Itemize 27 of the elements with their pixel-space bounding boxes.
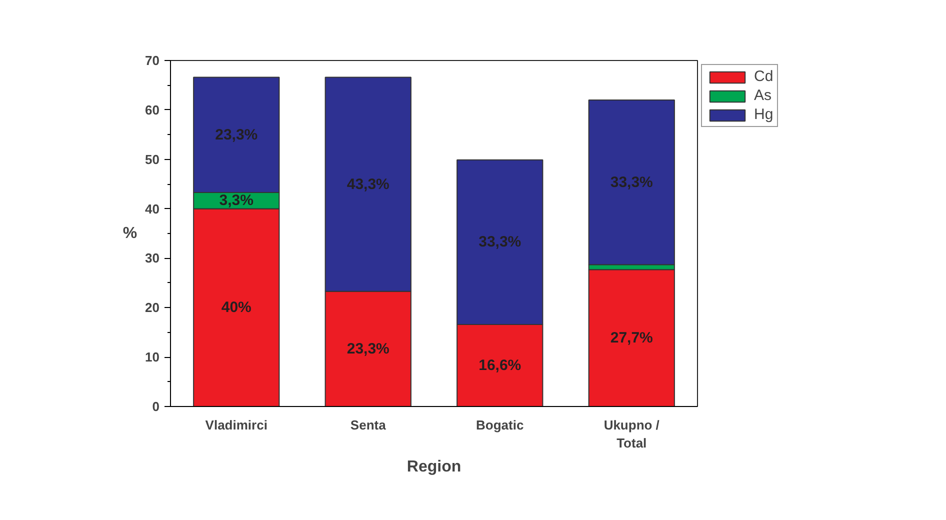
x-tick-label: Vladimirci	[205, 418, 268, 432]
y-tick-label: 10	[145, 350, 160, 365]
y-tick-label: 30	[145, 250, 160, 266]
y-tick-label: 20	[145, 300, 160, 316]
x-tick-label: Ukupno / Total	[604, 418, 660, 450]
data-label: 40%	[221, 299, 252, 316]
data-label: 27,7%	[610, 330, 653, 347]
y-tick-label: 70	[145, 53, 160, 68]
legend-label: Hg	[754, 106, 774, 123]
legend-label: As	[754, 87, 773, 104]
data-label: 16,6%	[478, 356, 522, 374]
data-label: 33,3%	[610, 174, 653, 191]
y-tick-label: 40	[145, 201, 160, 216]
legend-label: Cd	[754, 68, 774, 85]
data-label: 3,3%	[219, 192, 254, 210]
y-tick-label: 50	[145, 152, 160, 167]
y-tick-label: 60	[145, 102, 160, 118]
data-label: 23,3%	[215, 126, 258, 144]
y-axis-title: %	[122, 225, 138, 242]
y-tick-label: 0	[152, 399, 160, 414]
x-tick-label: Bogatic	[476, 418, 524, 432]
x-axis-title: Region	[406, 458, 462, 476]
data-label: 43,3%	[346, 176, 390, 193]
data-label: 23,3%	[346, 340, 390, 358]
data-label: 33,3%	[478, 234, 522, 251]
bar	[588, 269, 675, 406]
x-tick-label: Senta	[350, 418, 387, 432]
